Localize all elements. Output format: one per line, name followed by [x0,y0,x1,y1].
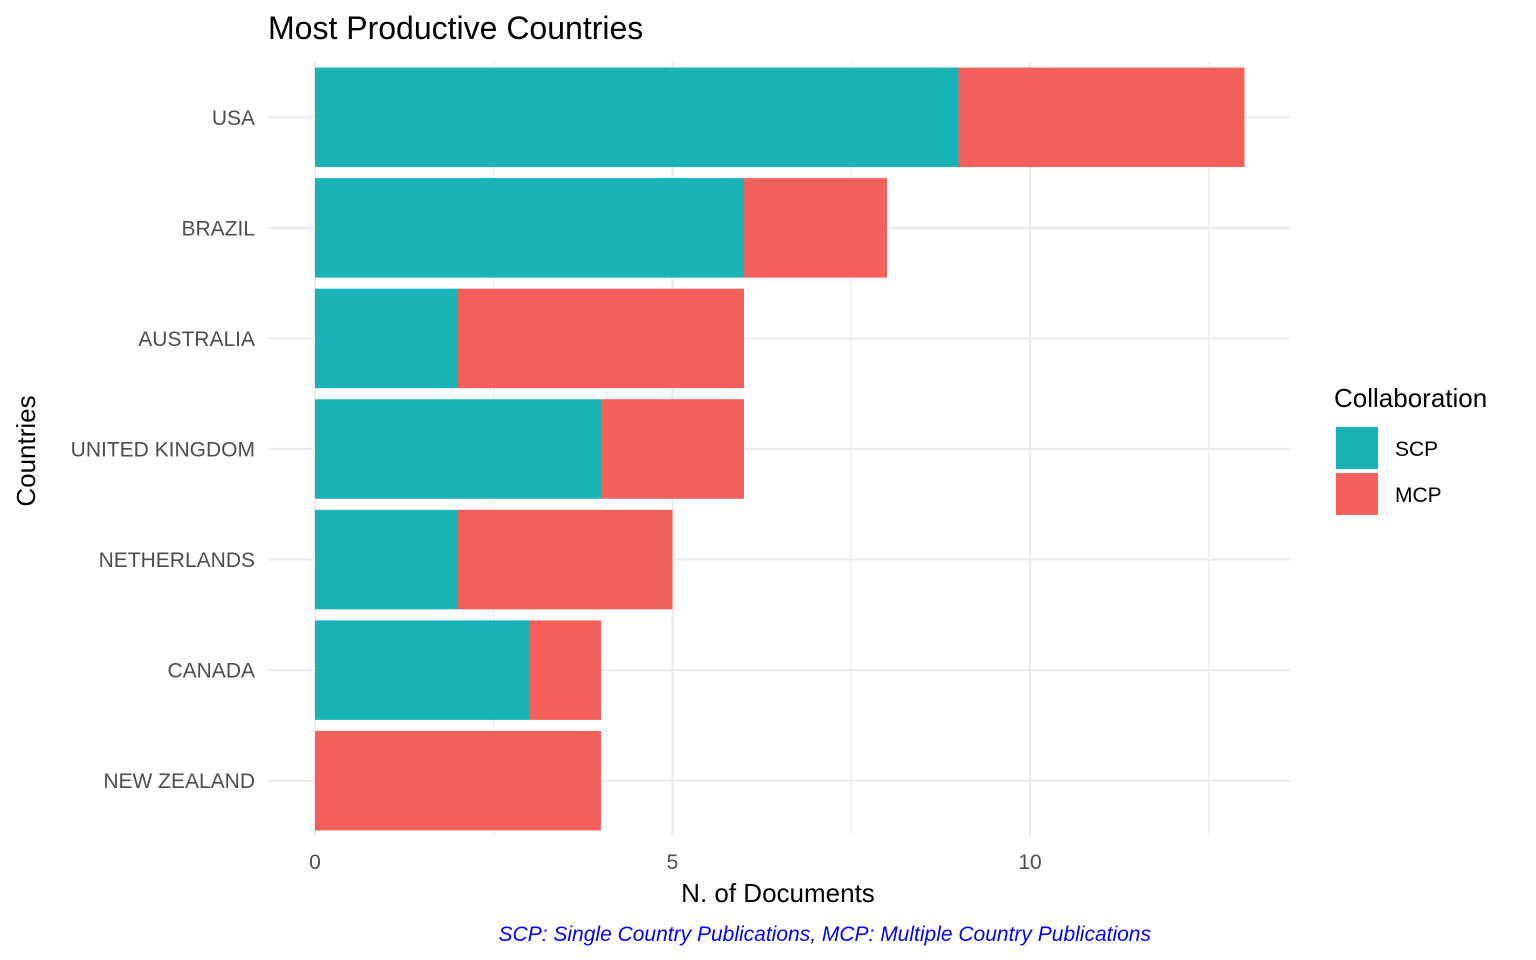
bar-scp-united-kingdom [315,399,601,499]
bar-mcp-canada [529,620,601,720]
bar-mcp-usa [958,67,1245,168]
legend-items: SCP MCP [1336,427,1442,515]
legend-label-scp: SCP [1395,438,1438,461]
x-tick-label: 0 [309,851,321,874]
bars [315,67,1245,831]
y-tick-label: NETHERLANDS [99,549,255,572]
bar-scp-netherlands [315,509,458,610]
bar-mcp-netherlands [458,509,673,610]
x-tick-label: 10 [1018,851,1041,874]
y-tick-labels: USA BRAZIL AUSTRALIA UNITED KINGDOM NETHERLA… [71,107,255,793]
y-tick-label: AUSTRALIA [138,328,255,351]
x-axis-title: N. of Documents [681,878,875,908]
legend-title: Collaboration [1334,383,1487,413]
caption: SCP: Single Country Publications, MCP: M… [499,923,1152,946]
y-axis-title: Countries [11,395,41,506]
y-tick-label: CANADA [167,660,255,683]
bar-scp-brazil [315,178,744,278]
x-tick-label: 5 [667,851,679,874]
bar-scp-australia [315,288,458,389]
legend-label-mcp: MCP [1395,484,1442,507]
bar-mcp-united-kingdom [601,399,744,499]
bar-scp-canada [315,620,530,720]
y-tick-label: USA [212,107,255,130]
bar-mcp-new-zealand [315,730,601,831]
bar-mcp-brazil [744,178,887,278]
legend-key-mcp [1336,473,1378,515]
chart-title: Most Productive Countries [268,10,643,46]
y-tick-label: BRAZIL [181,217,255,240]
y-tick-label: UNITED KINGDOM [71,439,255,462]
y-tick-label: NEW ZEALAND [103,770,255,793]
legend-key-scp [1336,427,1378,469]
legend: Collaboration SCP MCP [1334,383,1487,515]
x-tick-labels: 0 5 10 [309,851,1042,874]
bar-mcp-australia [458,288,744,389]
bar-scp-usa [315,67,959,168]
